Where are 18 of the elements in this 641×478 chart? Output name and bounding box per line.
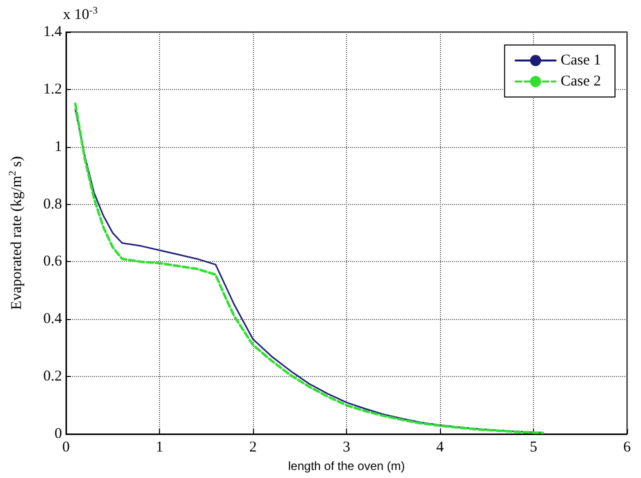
legend-label: Case 1: [560, 52, 602, 68]
x-axis-title: length of the oven (m): [288, 458, 405, 473]
x-tick-label: 4: [436, 440, 444, 456]
x-tick-label: 5: [530, 440, 538, 456]
y-tick-label: 1.4: [43, 24, 62, 40]
legend-label: Case 2: [560, 74, 602, 90]
x-tick-label: 6: [623, 440, 632, 456]
y-tick-label: 0.6: [43, 254, 62, 270]
x-tick-label: 3: [342, 440, 350, 456]
y-axis-title: Evaporated rate (kg/m2 s): [8, 156, 25, 310]
y-tick-label: 0.8: [43, 196, 62, 212]
x-tick-label: 1: [156, 440, 164, 456]
y-tick-label: 0: [54, 426, 62, 442]
y-tick-label: 0.2: [43, 368, 62, 385]
y-tick-label: 0.4: [43, 311, 62, 328]
y-tick-label: 1: [54, 138, 62, 155]
x-tick-label: 2: [249, 440, 257, 456]
y-tick-label: 1.2: [43, 81, 62, 98]
